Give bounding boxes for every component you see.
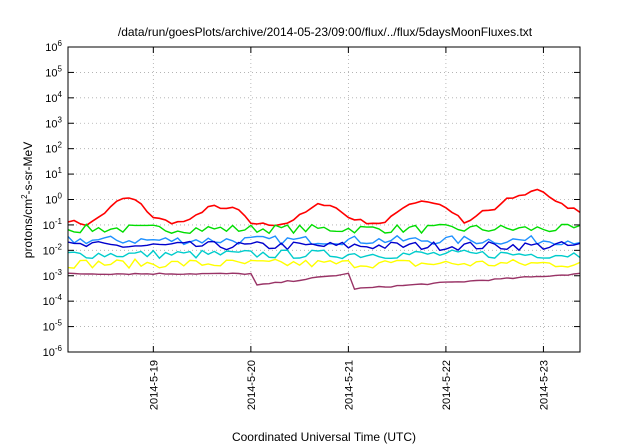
x-axis-label: Coordinated Universal Time (UTC) (232, 430, 416, 444)
series-line (67, 240, 581, 252)
y-tick-label: 10-2 (43, 242, 63, 257)
series-line (67, 234, 581, 246)
y-tick-label: 10-4 (43, 293, 63, 308)
y-tick-label: 103 (45, 115, 62, 130)
y-label-part-2: -s-sr-MeV (21, 142, 35, 195)
y-tick-label: 10-6 (43, 344, 63, 359)
y-label-part-1: protons/cm (21, 199, 35, 258)
y-tick-label: 10-1 (43, 217, 63, 232)
x-tick-label: 2014-5-22 (441, 360, 453, 410)
series-line (67, 249, 581, 260)
series-line (67, 272, 581, 291)
grid (68, 47, 580, 352)
y-tick-label: 102 (45, 141, 62, 156)
y-tick-label: 10-3 (43, 268, 63, 283)
y-tick-label: 106 (45, 39, 62, 54)
series-line (67, 188, 581, 227)
y-tick-label: 105 (45, 64, 62, 79)
series-lines (67, 188, 581, 291)
series-line (67, 223, 581, 235)
x-tick-label: 2014-5-21 (343, 360, 355, 410)
x-tick-label: 2014-5-19 (148, 360, 160, 410)
y-axis: 10-6 10-5 10-4 10-3 10-2 10-1 100 101 102 103 104 1… (43, 39, 580, 359)
x-axis: 2014-5-19 2014-5-20 2014-5-21 2014-5-22 2014… (148, 47, 550, 410)
chart-title: /data/run/goesPlots/archive/2014-05-23/0… (118, 25, 533, 39)
y-label-superscript: 2 (20, 194, 29, 199)
y-axis-label: protons/cm2-s-sr-MeV (20, 142, 35, 258)
y-tick-label: 101 (45, 166, 62, 181)
y-tick-label: 104 (45, 90, 62, 105)
x-tick-label: 2014-5-20 (246, 360, 258, 410)
y-tick-label: 100 (45, 192, 62, 207)
series-line (67, 258, 581, 270)
y-tick-label: 10-5 (43, 319, 63, 334)
x-tick-label: 2014-5-23 (538, 360, 550, 410)
